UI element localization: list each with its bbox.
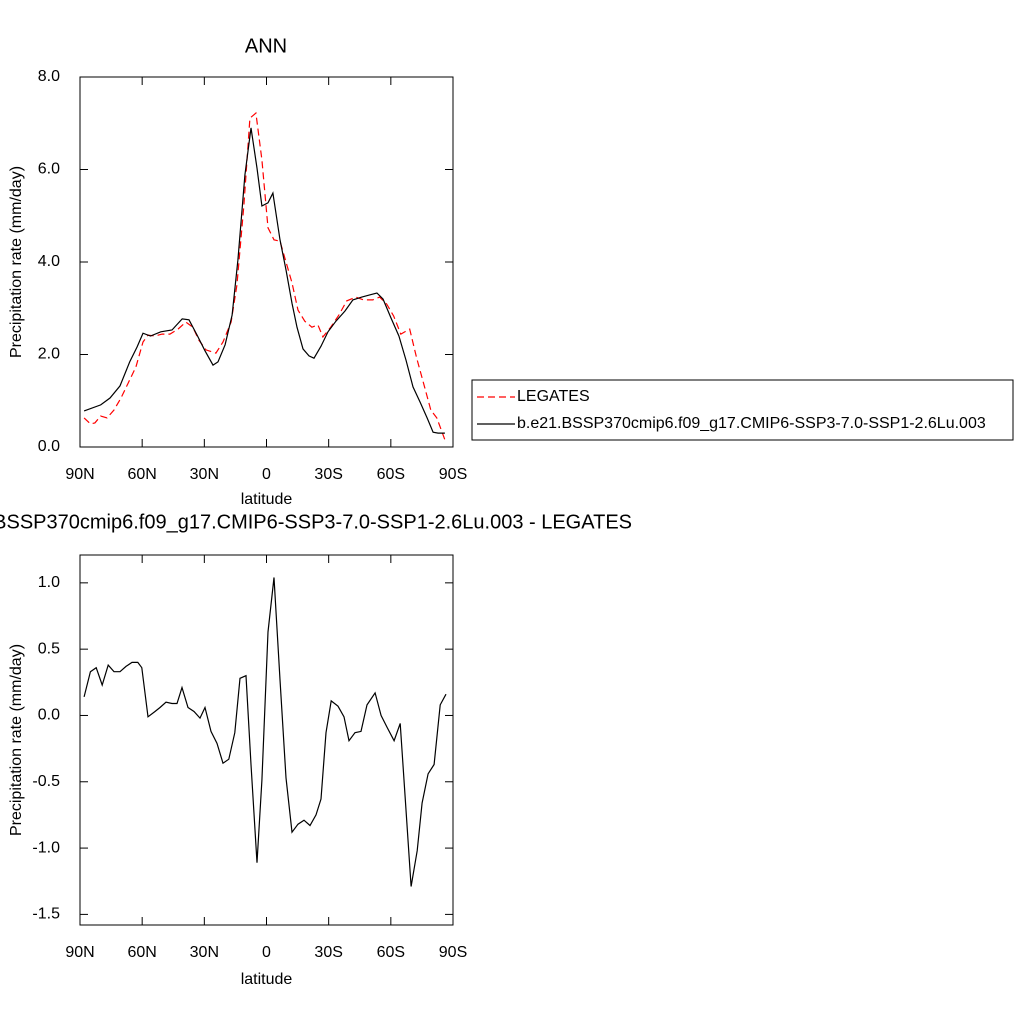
legend-label: LEGATES [517, 388, 590, 405]
y-tick-label: 6.0 [38, 161, 60, 178]
x-tick-label: 30N [190, 466, 219, 483]
plot-frame [79, 554, 454, 926]
legend-label: b.e21.BSSP370cmip6.f09_g17.CMIP6-SSP3-7.… [517, 415, 986, 432]
data-line [83, 111, 447, 444]
x-tick-label: 60S [377, 944, 405, 961]
y-tick-label: 4.0 [38, 253, 60, 270]
x-tick-label: 90N [65, 944, 94, 961]
y-axis-label: Precipitation rate (mm/day) [8, 166, 25, 358]
x-tick-label: 60N [127, 944, 156, 961]
y-tick-label: 8.0 [38, 68, 60, 85]
y-tick-label: 0.0 [38, 707, 60, 724]
x-axis-label: latitude [241, 491, 293, 508]
y-tick-label: 1.0 [38, 574, 60, 591]
x-tick-label: 30S [314, 466, 342, 483]
y-tick-label: -1.0 [32, 839, 60, 856]
x-tick-label: 30N [190, 944, 219, 961]
y-tick-label: -1.5 [32, 906, 60, 923]
x-tick-label: 90N [65, 466, 94, 483]
chart-title: b.e21.BSSP370cmip6.f09_g17.CMIP6-SSP3-7.… [0, 511, 632, 533]
chart-title: ANN [245, 35, 287, 57]
data-line [83, 577, 447, 887]
x-tick-label: 90S [439, 944, 467, 961]
x-axis-label: latitude [241, 971, 293, 988]
y-tick-label: 2.0 [38, 346, 60, 363]
y-tick-label: 0.5 [38, 640, 60, 657]
x-tick-label: 60S [377, 466, 405, 483]
plot-frame [79, 76, 454, 448]
legend-box [471, 379, 1014, 441]
x-tick-label: 90S [439, 466, 467, 483]
x-tick-label: 30S [314, 944, 342, 961]
x-tick-label: 60N [127, 466, 156, 483]
y-axis-label: Precipitation rate (mm/day) [8, 644, 25, 836]
data-line [83, 127, 445, 434]
y-tick-label: -0.5 [32, 773, 60, 790]
y-tick-label: 0.0 [38, 438, 60, 455]
x-tick-label: 0 [262, 944, 271, 961]
x-tick-label: 0 [262, 466, 271, 483]
